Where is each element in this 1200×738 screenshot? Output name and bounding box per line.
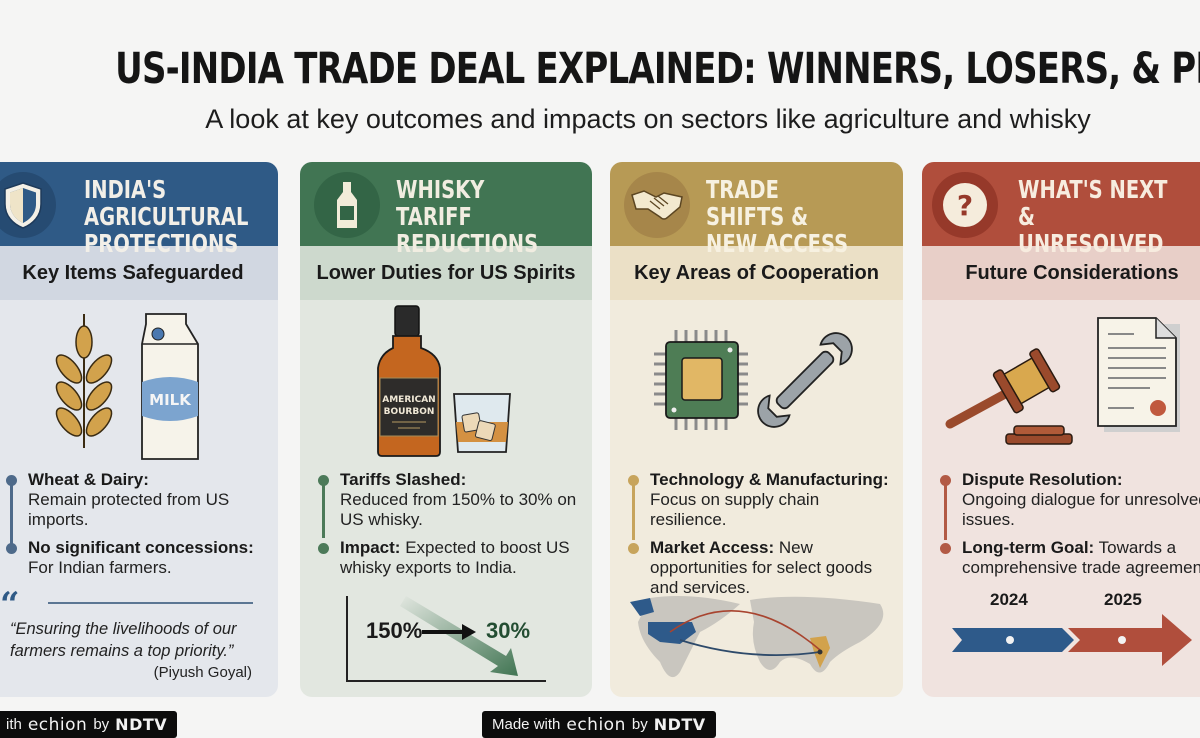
bullet-item: Tariffs Slashed: Reduced from 150% to 30%… [318,470,582,530]
bullet-item: No significant concessions: For Indian fa… [6,538,268,578]
handshake-icon [624,172,690,238]
card-header: ? WHAT'S NEXT & UNRESOLVED [922,162,1200,257]
bullet-connector [322,478,325,538]
timeline: 2024 2025 [952,590,1197,670]
card-title: INDIA'S AGRICULTURAL PROTECTIONS [84,175,249,258]
world-map-icon [630,596,884,678]
timeline-year: 2024 [990,590,1028,609]
shield-icon [0,172,56,238]
bullet-connector [632,478,635,540]
card-whats-next: ? WHAT'S NEXT & UNRESOLVED Future Consid… [922,162,1200,697]
question-icon: ? [932,172,998,238]
bullet-connector [10,478,13,553]
bourbon-illustration: AMERICAN BOURBON [377,305,511,457]
card-title: WHISKY TARIFF REDUCTIONS [396,175,539,258]
page-subtitle: A look at key outcomes and impacts on se… [205,104,1091,134]
card-subtitle: Key Areas of Cooperation [610,246,903,300]
gavel-icon [945,348,1073,445]
made-with-badge[interactable]: Made with echion by NDTV [482,711,716,738]
bullet-item: Technology & Manufacturing: Focus on supp… [628,470,893,530]
quote-text: “Ensuring the livelihoods of our farmers… [10,620,237,660]
made-with-badge-partial[interactable]: ith echion by NDTV [0,711,178,738]
tariff-reduction-chart: 150% 30% [346,596,546,682]
timeline-year: 2025 [1104,590,1142,609]
quote-author: (Piyush Goyal) [153,664,252,681]
tariff-to-value: 30% [486,618,531,643]
bourbon-bottle-icon: AMERICAN BOURBON [377,305,441,457]
svg-text:MILK: MILK [149,391,192,409]
microchip-icon [654,330,748,430]
wrench-icon [757,332,853,428]
bottle-icon [314,172,380,238]
card-whisky-tariff: WHISKY TARIFF REDUCTIONS Lower Duties fo… [300,162,592,697]
bullet-item: Long-term Goal: Towards a comprehensive … [940,538,1200,578]
card-subtitle: Lower Duties for US Spirits [300,246,592,300]
bullet-connector [944,478,947,540]
card-header: INDIA'S AGRICULTURAL PROTECTIONS [0,162,278,257]
bullet-item: Dispute Resolution: Ongoing dialogue for … [940,470,1200,530]
whisky-glass-icon [453,393,511,453]
card-trade-shifts: TRADE SHIFTS & NEW ACCESS Key Areas of C… [610,162,903,697]
svg-text:AMERICAN: AMERICAN [382,395,435,405]
tariff-from-value: 150% [366,618,423,643]
card-header: WHISKY TARIFF REDUCTIONS [300,162,592,257]
page-title: US-INDIA TRADE DEAL EXPLAINED: WINNERS, … [115,44,1200,94]
svg-text:BOURBON: BOURBON [384,407,435,417]
bullet-item: Impact: Expected to boost US whisky expo… [318,538,582,578]
milk-carton-icon: MILK [141,313,199,460]
quote-icon: “ [0,585,20,625]
bullet-item: Market Access: New opportunities for sel… [628,538,893,598]
card-header: TRADE SHIFTS & NEW ACCESS [610,162,903,257]
card-subtitle: Future Considerations [922,246,1200,300]
svg-text:?: ? [957,189,973,222]
tech-illustration [654,330,853,430]
card-agricultural-protections: INDIA'S AGRICULTURAL PROTECTIONS Key Ite… [0,162,278,697]
document-icon [1097,317,1180,432]
card-subtitle: Key Items Safeguarded [0,246,278,300]
bullet-item: Wheat & Dairy: Remain protected from US i… [6,470,268,530]
card-title: TRADE SHIFTS & NEW ACCESS [706,175,849,258]
wheat-icon [55,314,113,448]
wheat-and-milk-illustration: MILK [55,313,199,460]
card-title: WHAT'S NEXT & UNRESOLVED [1018,175,1168,258]
legal-illustration [945,317,1180,445]
divider [48,602,253,604]
